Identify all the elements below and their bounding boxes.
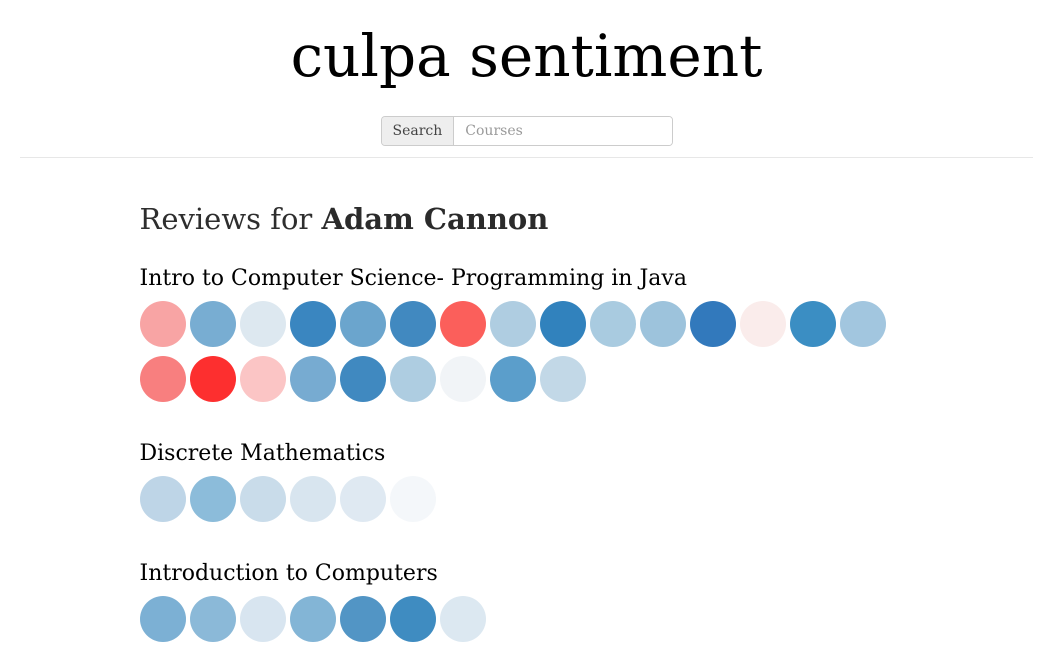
sentiment-dot (339, 596, 386, 642)
sentiment-dot (439, 356, 486, 402)
content: Reviews for Adam Cannon Intro to Compute… (139, 202, 914, 651)
sentiment-dot (239, 301, 286, 347)
sentiment-dot (239, 596, 286, 642)
header-divider (20, 157, 1033, 158)
sentiment-dot (339, 301, 386, 347)
sentiment-dot (489, 301, 536, 347)
sentiment-dot (589, 301, 636, 347)
sentiment-dot (439, 596, 486, 642)
search-input[interactable] (454, 117, 672, 145)
sentiment-dot (689, 301, 736, 347)
sentiment-dot (139, 356, 186, 402)
sentiment-dot (789, 301, 836, 347)
sentiment-dot (389, 301, 436, 347)
sentiment-dot (389, 596, 436, 642)
course-title: Discrete Mathematics (139, 441, 386, 466)
sentiment-dot (839, 301, 886, 347)
sentiment-dot (289, 301, 336, 347)
sentiment-dot (289, 356, 336, 402)
course-list: Intro to Computer Science- Programming i… (139, 266, 914, 651)
course-section: Intro to Computer Science- Programming i… (139, 266, 914, 411)
reviews-heading-prefix: Reviews for (139, 202, 322, 236)
sentiment-dot (189, 356, 236, 402)
sentiment-dot (339, 356, 386, 402)
sentiment-dot (139, 476, 186, 522)
course-section: Introduction to Computers (139, 561, 914, 651)
search-form: Search (380, 116, 673, 146)
sentiment-dot (539, 356, 586, 402)
sentiment-dot (139, 301, 186, 347)
sentiment-dot (289, 476, 336, 522)
sentiment-dot-row (139, 301, 914, 411)
sentiment-dot (389, 476, 436, 522)
course-title: Introduction to Computers (139, 561, 438, 586)
search-area: Search (0, 116, 1053, 146)
sentiment-dot (139, 596, 186, 642)
sentiment-dot (389, 356, 436, 402)
course-section: Discrete Mathematics (139, 441, 914, 531)
course-title: Intro to Computer Science- Programming i… (139, 266, 687, 291)
sentiment-dot-row (139, 596, 914, 651)
reviews-heading: Reviews for Adam Cannon (140, 202, 914, 236)
sentiment-dot (239, 356, 286, 402)
sentiment-dot (189, 301, 236, 347)
sentiment-dot (189, 596, 236, 642)
sentiment-dot-row (139, 476, 914, 531)
sentiment-dot (239, 476, 286, 522)
sentiment-dot (189, 476, 236, 522)
sentiment-dot (339, 476, 386, 522)
site-title: culpa sentiment (290, 22, 763, 90)
sentiment-dot (289, 596, 336, 642)
professor-name: Adam Cannon (321, 202, 549, 236)
sentiment-dot (639, 301, 686, 347)
sentiment-dot (539, 301, 586, 347)
sentiment-dot (439, 301, 486, 347)
sentiment-dot (739, 301, 786, 347)
sentiment-dot (489, 356, 536, 402)
search-button[interactable]: Search (381, 117, 455, 145)
